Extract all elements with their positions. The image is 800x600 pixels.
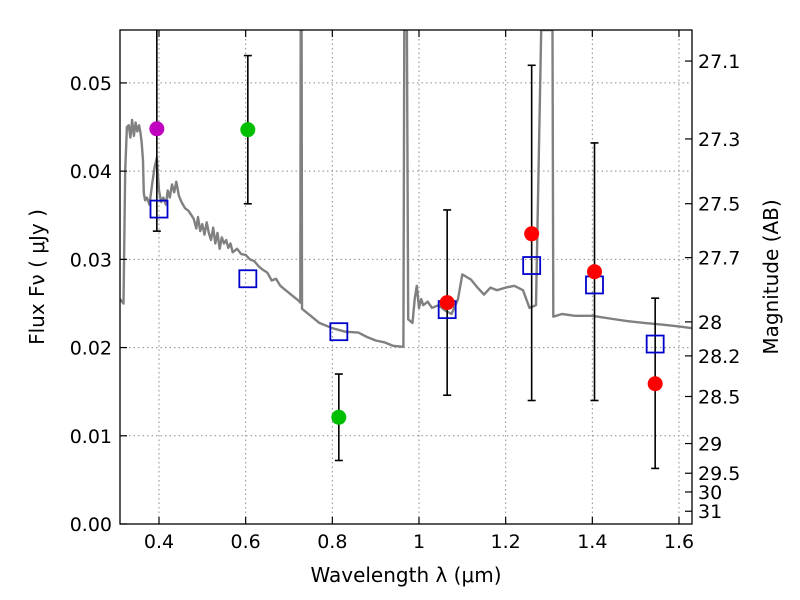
y-tick-label: 0.02 [70, 338, 112, 360]
model-photometry-square [645, 334, 665, 354]
data-points-layer [149, 30, 665, 470]
y-tick-label: 0.05 [70, 73, 112, 95]
x-tick-label: 0.4 [144, 531, 174, 553]
x-tick-label: 0.6 [231, 531, 261, 553]
axes-layer [119, 29, 693, 525]
model-photometry-square [329, 322, 349, 342]
y-tick-label: 0.03 [70, 249, 112, 271]
mag-tick-label: 28.2 [698, 346, 740, 368]
mag-tick-label: 27.1 [698, 51, 740, 73]
x-axis-label: Wavelength λ (μm) [310, 563, 501, 587]
mag-tick-label: 31 [698, 501, 722, 523]
right-axis-label: Magnitude (AB) [759, 199, 783, 354]
mag-tick-label: 27.5 [698, 194, 740, 216]
y-axis-label: Flux Fν ( μJy ) [25, 209, 49, 345]
x-tick-label: 1.6 [664, 531, 694, 553]
mag-tick-label: 29 [698, 434, 722, 456]
mag-tick-label: 29.5 [698, 463, 740, 485]
observed-flux-point [439, 295, 455, 311]
model-photometry-square [149, 199, 169, 219]
model-photometry-square [238, 269, 258, 289]
mag-tick-label: 30 [698, 482, 722, 504]
observed-flux-point [240, 122, 256, 138]
y-tick-label: 0.04 [70, 161, 112, 183]
mag-tick-label: 28.5 [698, 386, 740, 408]
y-tick-label: 0.00 [70, 514, 112, 536]
mag-tick-label: 28 [698, 312, 722, 334]
model-photometry-square [522, 256, 542, 275]
x-tick-label: 1 [413, 531, 425, 553]
mag-tick-label: 27.7 [698, 248, 740, 270]
plot-frame [119, 29, 693, 525]
observed-flux-point [587, 264, 602, 280]
mag-tick-label: 27.3 [698, 129, 740, 151]
x-tick-label: 1.2 [491, 531, 521, 553]
x-tick-label: 1.4 [577, 531, 607, 553]
observed-flux-point [647, 376, 663, 392]
x-tick-label: 0.8 [317, 531, 347, 553]
observed-flux-point [331, 409, 347, 425]
y-tick-label: 0.01 [70, 426, 112, 448]
observed-flux-point [524, 226, 540, 242]
observed-flux-point [149, 121, 165, 137]
ticks-layer: 0.4 0.6 0.8 1 1.2 1.4 1.6 0.00 0.01 0.02 0.03 0.04 0… [70, 30, 740, 553]
